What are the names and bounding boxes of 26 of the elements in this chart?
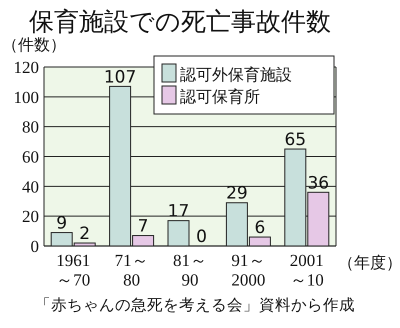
y-tick-label: 60 (22, 148, 39, 166)
data-label: 107 (104, 67, 136, 88)
x-tick-label: 71～ 80 (114, 251, 149, 290)
y-tick-label: 0 (30, 237, 39, 256)
y-tick-label: 120 (14, 58, 39, 77)
legend-label: 認可外保育施設 (180, 65, 292, 84)
data-label: 6 (254, 218, 266, 238)
x-tick-label: 1961 ～70 (56, 251, 90, 290)
y-axis-title: （件数） (2, 35, 66, 54)
data-label: 7 (138, 216, 149, 237)
x-tick-label: 81～ 90 (173, 251, 207, 290)
x-tick-label: 91～ 2000 (231, 251, 266, 290)
data-label: 65 (284, 130, 306, 150)
x-tick-label: 2001 ～10 (290, 251, 324, 290)
chart-title: 保育施設での死亡事故件数 (29, 7, 331, 36)
y-tick-label: 80 (22, 118, 39, 137)
data-label: 29 (226, 184, 248, 204)
data-label: 0 (196, 227, 207, 247)
y-tick-label: 100 (14, 88, 39, 107)
data-label: 2 (79, 224, 90, 244)
x-axis-title: （年度） (338, 253, 400, 272)
y-tick-label: 40 (22, 177, 39, 196)
text: 「赤ちゃんの急死を考える会」資料から作成 (35, 296, 355, 314)
data-label: 9 (56, 214, 68, 234)
legend-label: 認可保育所 (180, 87, 260, 106)
y-tick-label: 20 (22, 207, 39, 226)
